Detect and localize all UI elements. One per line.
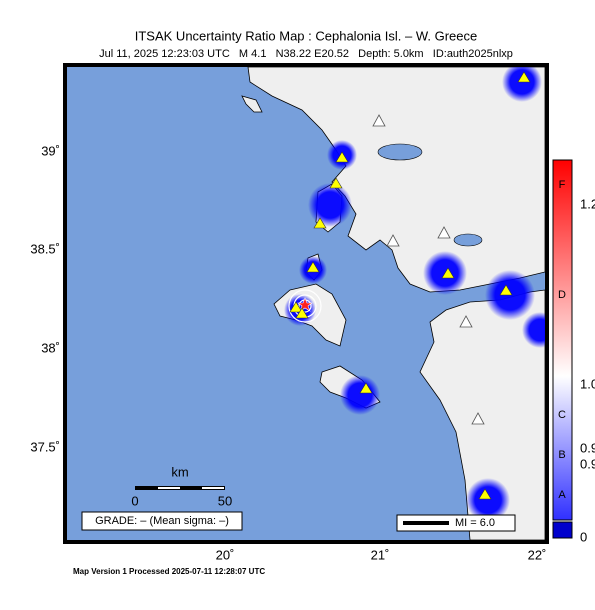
footer: Map Version 1 Processed 2025-07-11 12:28…	[73, 567, 265, 576]
lon-label: 21˚	[371, 547, 390, 562]
grade-letter: A	[558, 489, 566, 501]
other-stations	[372, 114, 485, 425]
blob	[466, 478, 510, 522]
colorbar-label: 1.0	[580, 376, 595, 391]
gulf	[377, 143, 423, 161]
ring	[288, 289, 322, 323]
lake	[453, 233, 483, 247]
colorbar-floor	[552, 521, 573, 539]
station	[441, 267, 455, 279]
station	[499, 284, 513, 296]
colorbar-label: 1.2	[580, 196, 595, 211]
lat-label: 39˚	[41, 143, 60, 158]
station	[386, 234, 400, 247]
colorbar-label: 0.9	[580, 440, 595, 455]
colorbar	[552, 159, 573, 521]
station	[295, 307, 309, 319]
colorbar-label: 0.9	[580, 456, 595, 471]
map-frame	[63, 63, 549, 544]
grade-letter: C	[558, 409, 566, 421]
station	[372, 114, 386, 127]
stations	[289, 71, 531, 500]
blob	[522, 312, 545, 348]
scale-label: 0	[131, 493, 138, 508]
title: ITSAK Uncertainty Ratio Map : Cephalonia…	[135, 28, 477, 43]
lon-label: 20˚	[216, 547, 235, 562]
legend-line	[403, 521, 449, 525]
colorbar-label: 0	[580, 529, 587, 544]
grade-box	[81, 511, 243, 531]
blob	[340, 375, 380, 415]
blob	[308, 183, 352, 227]
scale-segment	[158, 487, 180, 489]
station	[459, 315, 473, 328]
lat-label: 37.5˚	[30, 439, 60, 454]
map-area	[67, 67, 545, 540]
subtitle: Jul 11, 2025 12:23:03 UTC M 4.1 N38.22 E…	[99, 48, 513, 60]
lon-label: 22˚	[528, 547, 547, 562]
station	[335, 151, 349, 163]
legend-box	[396, 514, 516, 532]
grade-letter: F	[559, 179, 566, 191]
station	[306, 261, 320, 273]
lat-label: 38.5˚	[30, 241, 60, 256]
grade-letter: B	[558, 449, 565, 461]
station	[471, 412, 485, 425]
station	[313, 217, 327, 229]
station	[289, 301, 303, 313]
epicenter	[297, 297, 313, 312]
station	[478, 488, 492, 500]
station	[329, 177, 343, 189]
grade: GRADE: – (Mean sigma: –)	[95, 515, 229, 527]
station	[437, 226, 451, 239]
grade-letter: D	[558, 289, 566, 301]
scale-unit: km	[171, 464, 188, 479]
station	[359, 382, 373, 394]
lat-label: 38˚	[41, 340, 60, 355]
scale-segment	[202, 487, 224, 489]
corfu	[241, 95, 263, 113]
legend-label: MI = 6.0	[455, 517, 495, 529]
scale-label: 50	[218, 493, 232, 508]
station	[517, 71, 531, 83]
blob	[502, 67, 542, 102]
